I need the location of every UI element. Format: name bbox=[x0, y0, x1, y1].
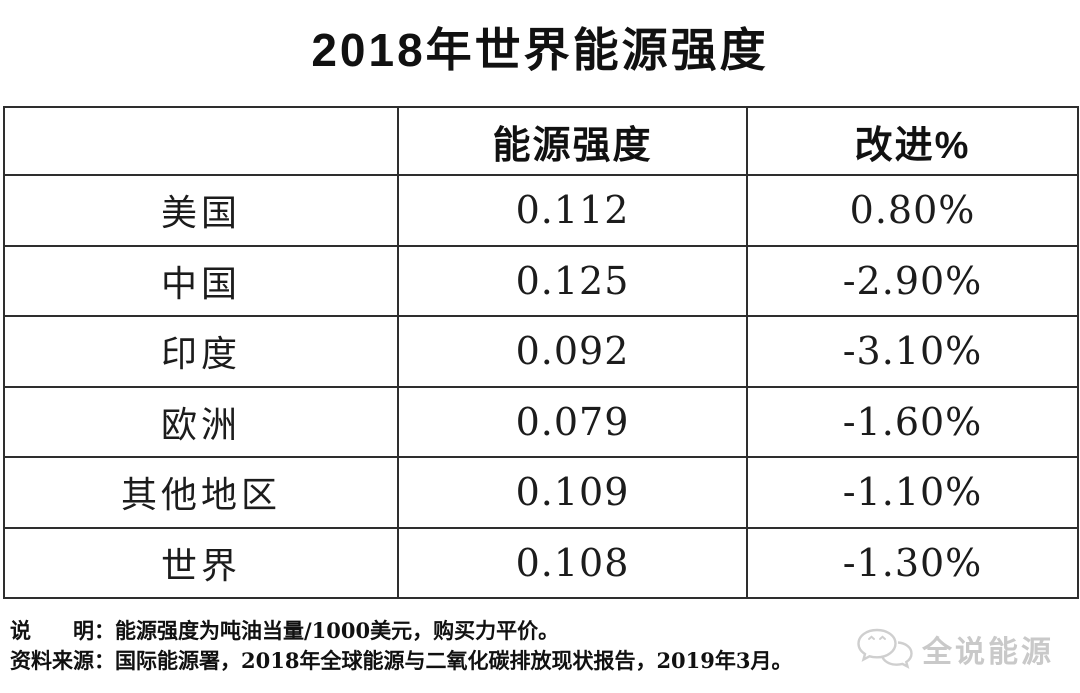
intensity-cell: 0.079 bbox=[397, 385, 748, 458]
table-row: 中国 0.125 -2.90% bbox=[3, 244, 1079, 317]
region-cell: 美国 bbox=[3, 174, 399, 247]
intensity-cell: 0.108 bbox=[397, 526, 748, 599]
region-cell: 世界 bbox=[3, 526, 399, 599]
note-label: 资料来源： bbox=[10, 648, 115, 673]
improvement-cell: -3.10% bbox=[746, 315, 1079, 388]
page-title: 2018年世界能源强度 bbox=[311, 24, 769, 76]
table-row: 欧洲 0.079 -1.60% bbox=[3, 385, 1079, 458]
improvement-cell: 0.80% bbox=[746, 174, 1079, 247]
improvement-cell: -1.30% bbox=[746, 526, 1079, 599]
region-cell: 欧洲 bbox=[3, 385, 399, 458]
table-row: 其他地区 0.109 -1.10% bbox=[3, 456, 1079, 529]
improvement-cell: -2.90% bbox=[746, 244, 1079, 317]
region-cell: 中国 bbox=[3, 244, 399, 317]
improvement-cell: -1.10% bbox=[746, 456, 1079, 529]
region-cell: 其他地区 bbox=[3, 456, 399, 529]
header-energy-intensity: 能源强度 bbox=[397, 106, 748, 176]
note-line-source: 资料来源：国际能源署，2018年全球能源与二氧化碳排放现状报告，2019年3月。 bbox=[10, 646, 793, 676]
note-text: 能源强度为吨油当量/1000美元，购买力平价。 bbox=[115, 618, 560, 643]
intensity-cell: 0.112 bbox=[397, 174, 748, 247]
header-improvement: 改进% bbox=[746, 106, 1079, 176]
header-empty-cell bbox=[3, 106, 399, 176]
table-row: 印度 0.092 -3.10% bbox=[3, 315, 1079, 388]
note-line-explanation: 说 明：能源强度为吨油当量/1000美元，购买力平价。 bbox=[10, 616, 793, 646]
watermark: 全说能源 bbox=[856, 627, 1054, 671]
table-row: 世界 0.108 -1.30% bbox=[3, 526, 1079, 599]
note-label: 说 明： bbox=[10, 618, 115, 643]
footnotes: 说 明：能源强度为吨油当量/1000美元，购买力平价。 资料来源：国际能源署，2… bbox=[10, 616, 793, 676]
watermark-text: 全说能源 bbox=[922, 636, 1054, 669]
region-cell: 印度 bbox=[3, 315, 399, 388]
intensity-cell: 0.109 bbox=[397, 456, 748, 529]
improvement-cell: -1.60% bbox=[746, 385, 1079, 458]
note-text: 国际能源署，2018年全球能源与二氧化碳排放现状报告，2019年3月。 bbox=[115, 648, 793, 673]
table-header-row: 能源强度 改进% bbox=[3, 106, 1079, 176]
wechat-bubbles-icon bbox=[857, 628, 913, 669]
intensity-cell: 0.092 bbox=[397, 315, 748, 388]
energy-intensity-table: 能源强度 改进% 美国 0.112 0.80% 中国 0.125 -2.90% … bbox=[3, 106, 1079, 599]
table-row: 美国 0.112 0.80% bbox=[3, 174, 1079, 247]
intensity-cell: 0.125 bbox=[397, 244, 748, 317]
